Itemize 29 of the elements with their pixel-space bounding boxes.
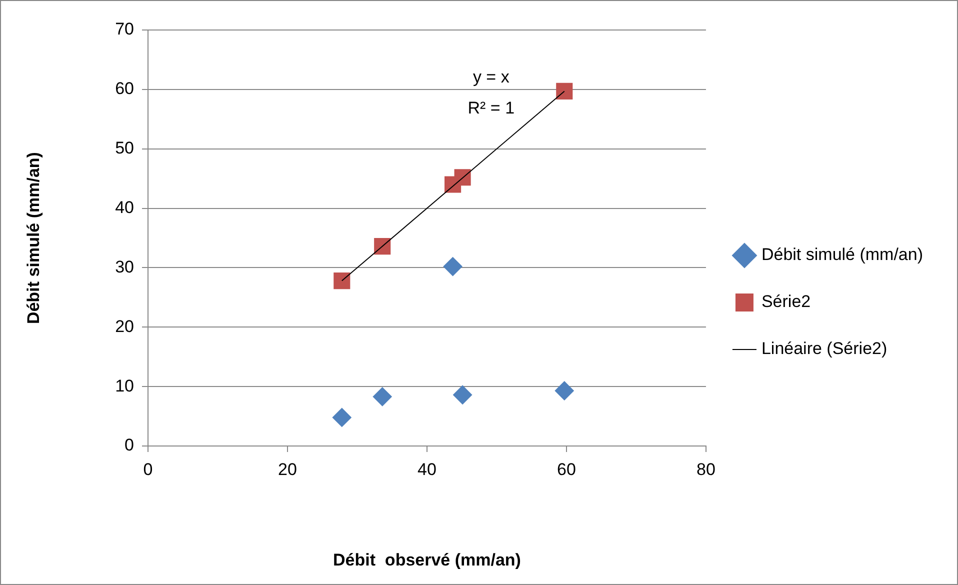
y-tick-label: 50: [115, 138, 134, 158]
y-tick-label: 70: [115, 20, 134, 39]
x-tick-label: 40: [418, 460, 436, 479]
y-tick-label: 40: [115, 198, 134, 217]
legend-label: Débit simulé (mm/an): [761, 245, 924, 264]
point: [554, 381, 574, 400]
y-tick-label: 0: [124, 436, 134, 455]
x-tick-label: 60: [557, 460, 576, 479]
x-tick-label: 20: [278, 460, 297, 479]
point: [556, 82, 573, 100]
y-tick-label: 20: [115, 316, 134, 336]
point: [443, 257, 462, 276]
y-axis-title: Débit simulé (mm/an): [24, 152, 43, 324]
y-tick-label: 30: [115, 257, 134, 276]
point: [332, 408, 352, 427]
annotation: y = x: [472, 68, 510, 87]
legend-label: Linéaire (Série2): [761, 339, 888, 358]
x-axis-title: Débit observé (mm/an): [332, 550, 521, 570]
point: [374, 238, 391, 255]
annotation: R² = 1: [468, 98, 515, 118]
x-tick-label: 0: [143, 460, 153, 479]
x-tick-label: 80: [696, 460, 716, 479]
point: [454, 169, 471, 186]
legend-label: Série2: [761, 292, 811, 312]
y-tick-label: 10: [115, 376, 134, 396]
point: [334, 272, 350, 290]
point: [453, 385, 472, 404]
y-tick-label: 60: [115, 79, 134, 98]
point: [372, 387, 392, 406]
